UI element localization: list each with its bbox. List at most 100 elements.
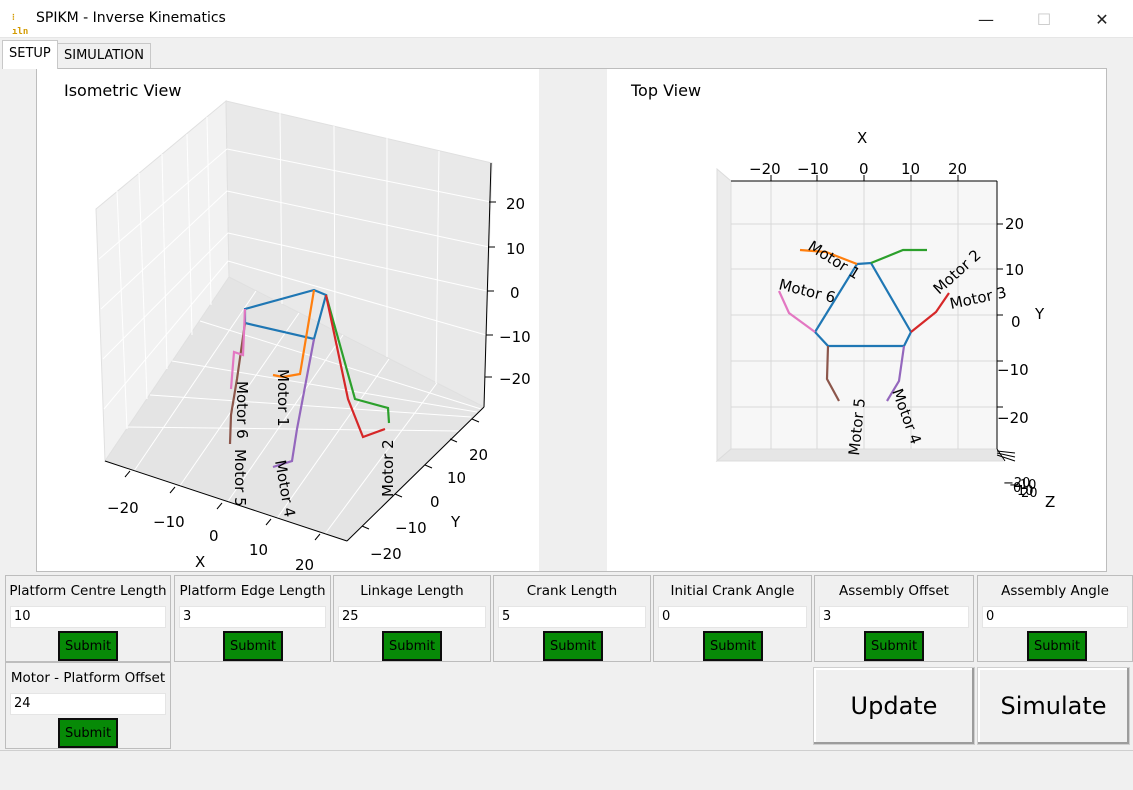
iso-z-tick-4: −10 [499,328,531,346]
isometric-mechanism [228,288,391,469]
isometric-axes: −20 −10 0 10 20 X −20 −10 0 10 20 Y 20 1… [95,99,531,571]
submit-button[interactable]: Submit [1027,631,1087,661]
top-y-tick-2: 10 [1005,261,1024,279]
top-view-title: Top View [630,81,701,100]
iso-label-motor-6: Motor 6 [233,381,251,439]
simulate-button[interactable]: Simulate [977,667,1130,745]
app-icon: ⁝ıln [12,13,29,37]
assembly-offset-input[interactable]: 3 [819,606,969,628]
param-label: Platform Centre Length [9,583,167,599]
iso-label-motor-5: Motor 5 [231,449,249,507]
platform-centre-length-input[interactable]: 10 [10,606,166,628]
param-label: Assembly Offset [839,583,949,599]
top-x-label: X [857,129,867,147]
plot-separator [539,69,607,571]
platform-edge-length-input[interactable]: 3 [179,606,326,628]
top-y-tick-5: −20 [997,409,1029,427]
submit-button[interactable]: Submit [58,718,118,748]
plot-panel: Isometric View [36,68,1107,572]
iso-z-tick-3: 0 [510,284,520,302]
plot-canvas: Isometric View [64,81,1055,571]
top-label-motor-5: Motor 5 [845,397,869,456]
top-x-tick-3: 0 [859,160,869,178]
iso-label-motor-1: Motor 1 [274,369,292,427]
param-label: Linkage Length [360,583,464,599]
submit-button[interactable]: Submit [543,631,603,661]
iso-linkage-motor-4 [272,338,316,469]
iso-linkage-motor-1 [272,289,316,379]
tab-simulation[interactable]: SIMULATION [57,43,151,68]
assembly-angle-input[interactable]: 0 [982,606,1128,628]
iso-x-tick-4: 10 [249,541,268,559]
param-label: Assembly Angle [1001,583,1109,599]
iso-linkage-motor-5 [228,322,247,445]
top-z-label: Z [1045,493,1055,511]
iso-x-tick-1: −20 [107,499,139,517]
top-y-tick-3: 0 [1011,313,1021,331]
maximize-button[interactable]: ☐ [1036,9,1052,29]
tab-bar: SETUP SIMULATION [0,40,1133,69]
top-linkage-motor-5 [825,345,840,402]
top-linkage-motor-6 [777,290,816,333]
window-title: SPIKM - Inverse Kinematics [36,10,226,26]
top-y-label: Y [1034,305,1045,323]
param-motor-platform-offset: Motor - Platform Offset 24 Submit [5,662,171,749]
iso-x-label: X [195,553,205,571]
iso-y-label: Y [450,513,461,531]
iso-linkage-motor-3 [324,294,386,439]
top-view-axes: X −20 −10 0 10 20 20 10 0 −10 −20 Y −20 … [715,129,1055,511]
top-y-tick-1: 20 [1005,215,1024,233]
param-assembly-angle: Assembly Angle 0 Submit [977,575,1133,662]
title-bar: ⁝ıln SPIKM - Inverse Kinematics — ☐ ✕ [0,0,1133,38]
close-button[interactable]: ✕ [1095,9,1109,29]
update-button[interactable]: Update [813,667,975,745]
param-platform-centre-length: Platform Centre Length 10 Submit [5,575,171,662]
param-label: Platform Edge Length [179,583,326,599]
param-assembly-offset: Assembly Offset 3 Submit [814,575,974,662]
motor-platform-offset-input[interactable]: 24 [10,693,166,715]
submit-button[interactable]: Submit [864,631,924,661]
param-label: Motor - Platform Offset [10,670,166,686]
top-y-tick-4: −10 [997,361,1029,379]
param-crank-length: Crank Length 5 Submit [493,575,651,662]
top-linkage-motor-2 [870,248,927,265]
param-label: Initial Crank Angle [670,583,795,599]
linkage-length-input[interactable]: 25 [338,606,486,628]
status-bar [0,750,1133,790]
iso-z-tick-1: 20 [506,195,525,213]
iso-z-tick-5: −20 [499,370,531,388]
submit-button[interactable]: Submit [703,631,763,661]
top-view-mechanism [777,248,950,402]
iso-x-tick-2: −10 [153,513,185,531]
minimize-button[interactable]: — [978,9,994,29]
top-linkage-motor-3 [910,292,950,333]
initial-crank-angle-input[interactable]: 0 [658,606,807,628]
tab-setup[interactable]: SETUP [2,40,58,69]
crank-length-input[interactable]: 5 [498,606,646,628]
top-linkage-motor-1 [799,248,858,266]
top-linkage-motor-4 [886,345,906,402]
iso-y-tick-5: 20 [469,446,488,464]
param-linkage-length: Linkage Length 25 Submit [333,575,491,662]
top-z-tick-1: −20 [1003,476,1030,491]
top-x-tick-4: 10 [901,160,920,178]
top-x-tick-1: −20 [749,160,781,178]
iso-x-tick-3: 0 [209,527,219,545]
param-label: Crank Length [526,583,618,599]
iso-linkage-motor-6 [229,308,247,390]
submit-button[interactable]: Submit [382,631,442,661]
top-x-tick-2: −10 [797,160,829,178]
top-z-tick-4: 10 [1017,484,1034,499]
param-platform-edge-length: Platform Edge Length 3 Submit [174,575,331,662]
submit-button[interactable]: Submit [58,631,118,661]
iso-y-tick-4: 10 [447,469,466,487]
iso-x-tick-5: 20 [295,556,314,571]
iso-label-motor-2: Motor 2 [379,439,397,497]
top-z-tick-5: 20 [1021,486,1038,501]
submit-button[interactable]: Submit [223,631,283,661]
top-z-tick-3: 0 [1013,481,1021,496]
param-initial-crank-angle: Initial Crank Angle 0 Submit [653,575,812,662]
isometric-view-title: Isometric View [64,81,181,100]
iso-y-tick-3: 0 [430,493,440,511]
top-x-tick-5: 20 [948,160,967,178]
